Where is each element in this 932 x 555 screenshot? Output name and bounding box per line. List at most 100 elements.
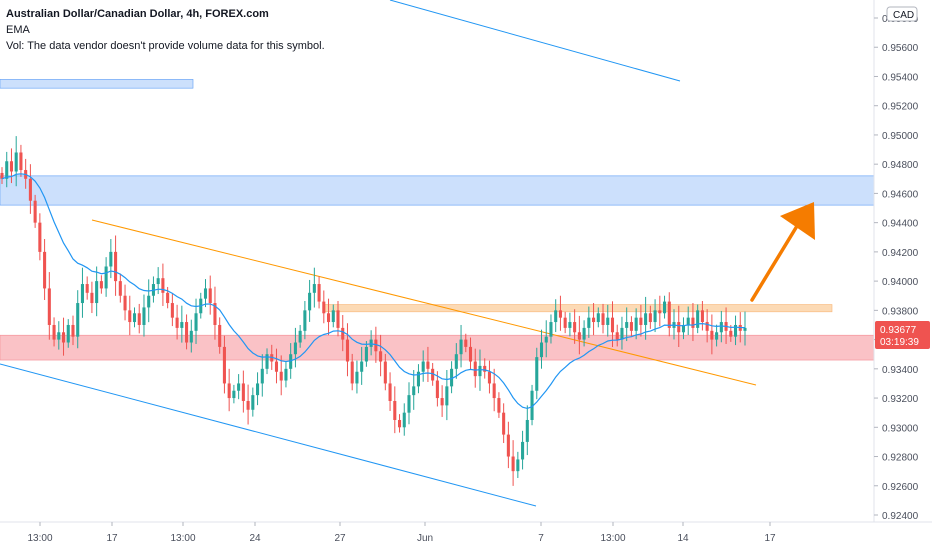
candle[interactable] [128,295,132,336]
candle[interactable] [426,346,430,382]
candle[interactable] [28,164,32,214]
candle[interactable] [412,369,416,410]
descending-trendline[interactable] [91,219,757,386]
candle[interactable] [99,275,103,294]
candle[interactable] [256,372,260,406]
candle[interactable] [483,358,487,379]
channel-bottom-line[interactable] [0,363,537,507]
candle[interactable] [327,298,331,336]
candle[interactable] [345,323,350,377]
candle[interactable] [407,382,411,425]
candle[interactable] [450,361,454,394]
candle[interactable] [592,303,596,336]
candle[interactable] [5,151,9,188]
candle[interactable] [66,319,70,348]
candle[interactable] [667,292,671,337]
upper-blue-zone[interactable] [0,175,875,206]
candle[interactable] [260,354,264,397]
candle[interactable] [601,303,605,334]
candle[interactable] [0,167,4,185]
candle[interactable] [364,341,368,367]
candle[interactable] [615,324,619,347]
candle[interactable] [175,304,179,340]
candle[interactable] [317,276,321,309]
candle[interactable] [322,290,326,324]
candle[interactable] [733,315,738,346]
candle[interactable] [232,384,236,404]
candle[interactable] [203,279,208,308]
candle[interactable] [274,348,279,384]
top-left-blue-zone[interactable] [0,79,194,89]
candle[interactable] [644,296,648,340]
candle[interactable] [237,374,241,400]
candle[interactable] [331,304,335,328]
candle[interactable] [464,333,468,353]
candle[interactable] [634,308,638,340]
candle[interactable] [388,372,392,411]
candle[interactable] [582,320,586,347]
candle[interactable] [303,300,307,340]
candle[interactable] [142,294,146,337]
candle[interactable] [416,364,420,394]
candle[interactable] [568,312,572,337]
candle[interactable] [383,353,387,391]
candle[interactable] [648,305,652,329]
candle[interactable] [715,324,719,347]
candle[interactable] [459,324,463,368]
red-support-zone[interactable] [0,334,875,361]
candle[interactable] [393,386,397,434]
candle[interactable] [663,295,667,319]
candle[interactable] [521,430,525,470]
candle[interactable] [554,299,558,333]
candle[interactable] [90,281,94,314]
candle[interactable] [52,317,56,347]
candle[interactable] [629,316,633,337]
candle[interactable] [218,317,222,354]
candle[interactable] [222,335,226,394]
candle[interactable] [180,305,184,343]
candle[interactable] [563,311,567,334]
candle[interactable] [85,276,89,300]
candle[interactable] [137,303,141,334]
candle[interactable] [606,304,610,337]
candle[interactable] [95,266,99,317]
candle[interactable] [9,148,14,184]
candle[interactable] [80,267,84,318]
candle[interactable] [544,320,548,358]
candle[interactable] [653,299,657,333]
candle[interactable] [241,370,245,413]
candle[interactable] [502,403,506,444]
candle[interactable] [535,347,539,400]
candle[interactable] [492,368,496,412]
currency-badge[interactable]: CAD [886,6,918,22]
candle[interactable] [57,321,61,350]
candle[interactable] [213,286,217,340]
candle[interactable] [558,295,562,331]
candle[interactable] [43,239,47,301]
candle[interactable] [431,362,435,386]
candle[interactable] [511,440,515,486]
candle[interactable] [573,309,577,344]
candle[interactable] [610,301,615,348]
candle[interactable] [104,257,108,297]
candle[interactable] [525,405,529,456]
candle[interactable] [658,295,662,327]
candle[interactable] [468,337,473,370]
candle[interactable] [497,392,501,418]
candle[interactable] [435,371,439,407]
candle[interactable] [639,304,643,337]
candle[interactable] [118,273,122,303]
candle[interactable] [596,307,600,328]
candle[interactable] [360,346,364,385]
candle[interactable] [284,361,288,388]
candle[interactable] [308,279,312,322]
candle[interactable] [577,315,581,355]
candle[interactable] [539,329,544,369]
channel-top-line[interactable] [389,0,681,82]
candle[interactable] [279,355,283,396]
candle[interactable] [355,360,359,394]
candle[interactable] [170,293,174,327]
candle[interactable] [265,348,269,375]
candle[interactable] [549,314,553,344]
candle[interactable] [38,213,42,261]
